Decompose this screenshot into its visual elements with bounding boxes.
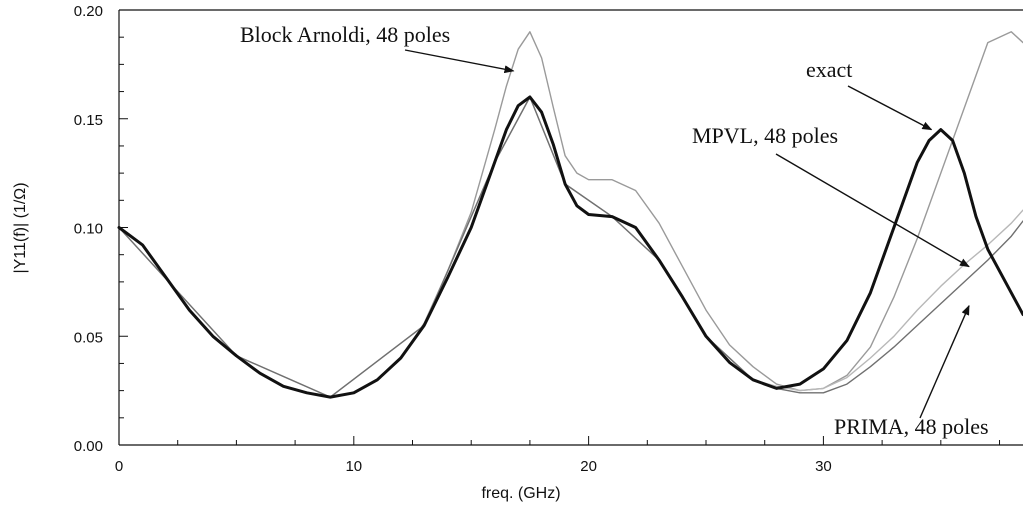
curves	[117, 31, 1023, 399]
x-tick-label: 0	[115, 458, 123, 475]
annotation-arrow-2	[775, 153, 970, 268]
y-ticks: 0.00 0.05 0.10 0.15 0.20	[74, 3, 128, 455]
x-tick-label: 20	[580, 458, 597, 475]
annotation-arrow-0	[404, 49, 515, 74]
y-tick-label: 0.00	[74, 438, 103, 455]
annotation-arrow-1	[847, 85, 933, 131]
x-tick-label: 10	[345, 458, 362, 475]
annotation-arrow-3	[919, 304, 970, 419]
annotation-mpvl: MPVL, 48 poles	[692, 123, 838, 148]
annotation-exact: exact	[806, 57, 852, 82]
series-line-0	[117, 95, 1023, 399]
x-ticks: 0 10 20 30	[115, 436, 1001, 475]
y-tick-label: 0.20	[74, 3, 103, 20]
y-tick-label: 0.05	[74, 329, 103, 346]
y-tick-label: 0.15	[74, 112, 103, 129]
annotation-block-arnoldi: Block Arnoldi, 48 poles	[240, 22, 450, 47]
y-axis-title: |Y11(f)| (1/Ω)	[12, 182, 29, 273]
x-tick-label: 30	[815, 458, 832, 475]
y-tick-label: 0.10	[74, 221, 103, 238]
annotation-arrows	[404, 49, 970, 419]
x-axis-title: freq. (GHz)	[481, 485, 560, 502]
plot-frame	[118, 9, 1023, 446]
annotation-prima: PRIMA, 48 poles	[834, 414, 989, 439]
